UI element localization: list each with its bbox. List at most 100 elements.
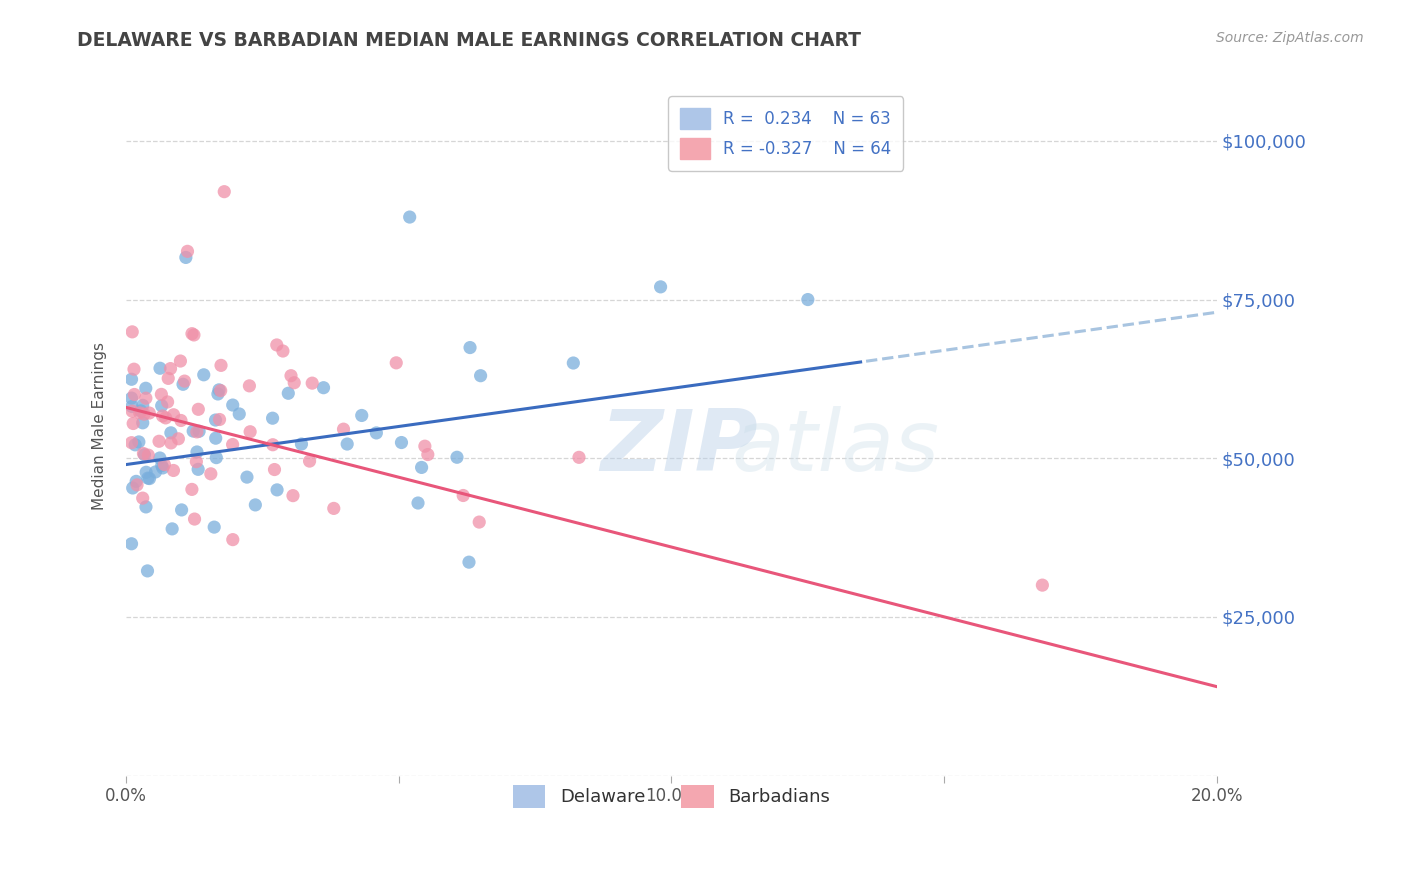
Point	[298, 454, 321, 468]
Point	[149, 361, 172, 376]
Point	[132, 446, 155, 460]
Point	[121, 372, 143, 386]
Point	[205, 450, 228, 465]
Point	[121, 537, 143, 551]
Point	[245, 498, 267, 512]
Point	[562, 356, 585, 370]
Point	[125, 475, 148, 489]
Point	[160, 425, 183, 440]
Point	[413, 439, 436, 453]
Point	[391, 435, 413, 450]
Point	[186, 445, 208, 459]
Point	[132, 407, 155, 421]
Point	[568, 450, 591, 465]
Point	[797, 293, 820, 307]
Point	[458, 555, 481, 569]
Point	[135, 500, 157, 514]
Point	[186, 425, 208, 439]
Point	[283, 376, 305, 390]
Point	[156, 395, 179, 409]
Point	[236, 470, 259, 484]
Point	[322, 501, 344, 516]
Point	[262, 411, 284, 425]
Point	[193, 368, 215, 382]
Point	[207, 387, 229, 401]
Point	[281, 489, 304, 503]
Point	[183, 512, 205, 526]
Point	[239, 425, 262, 439]
Point	[121, 400, 143, 414]
Point	[159, 361, 181, 376]
Point	[157, 371, 180, 385]
Point	[200, 467, 222, 481]
Point	[150, 399, 173, 413]
Point	[202, 520, 225, 534]
Point	[129, 404, 152, 418]
Point	[406, 496, 429, 510]
Point	[170, 413, 193, 427]
Point	[209, 384, 232, 398]
Point	[411, 460, 433, 475]
Point	[121, 435, 143, 450]
Point	[162, 463, 184, 477]
Point	[181, 326, 204, 341]
Point	[152, 461, 174, 475]
Point	[136, 448, 159, 462]
Point	[290, 437, 312, 451]
Y-axis label: Median Male Earnings: Median Male Earnings	[93, 343, 107, 510]
Point	[180, 483, 202, 497]
Point	[350, 409, 373, 423]
Point	[172, 377, 194, 392]
Point	[458, 341, 481, 355]
Point	[134, 448, 156, 462]
Point	[366, 425, 388, 440]
Point	[138, 472, 160, 486]
Point	[135, 391, 157, 405]
Text: ZIP: ZIP	[600, 406, 758, 489]
Point	[222, 533, 245, 547]
Point	[187, 402, 209, 417]
Point	[122, 362, 145, 376]
Point	[208, 383, 231, 397]
Point	[332, 422, 354, 436]
Point	[451, 488, 474, 502]
Point	[122, 417, 145, 431]
Point	[150, 387, 173, 401]
Point	[174, 251, 197, 265]
Point	[152, 409, 174, 423]
Point	[186, 455, 208, 469]
Point	[398, 210, 420, 224]
Text: Source: ZipAtlas.com: Source: ZipAtlas.com	[1216, 31, 1364, 45]
Point	[238, 379, 260, 393]
Point	[124, 438, 146, 452]
Point	[336, 437, 359, 451]
Point	[136, 471, 159, 485]
Point	[221, 437, 243, 451]
Point	[204, 413, 226, 427]
Point	[263, 462, 285, 476]
Point	[301, 376, 323, 391]
Point	[266, 483, 288, 497]
Point	[176, 244, 198, 259]
Point	[271, 344, 294, 359]
Point	[128, 434, 150, 449]
Point	[167, 432, 190, 446]
Point	[446, 450, 468, 465]
Point	[187, 462, 209, 476]
Point	[145, 465, 167, 479]
Point	[136, 564, 159, 578]
Point	[312, 381, 335, 395]
Point	[149, 450, 172, 465]
Point	[1031, 578, 1053, 592]
Point	[183, 328, 205, 343]
Text: atlas: atlas	[731, 406, 939, 489]
Point	[181, 424, 204, 438]
Point	[222, 398, 245, 412]
Point	[155, 410, 177, 425]
Point	[266, 338, 288, 352]
Point	[121, 325, 143, 339]
Point	[135, 381, 157, 395]
Point	[416, 448, 439, 462]
Point	[212, 185, 235, 199]
Point	[148, 434, 170, 449]
